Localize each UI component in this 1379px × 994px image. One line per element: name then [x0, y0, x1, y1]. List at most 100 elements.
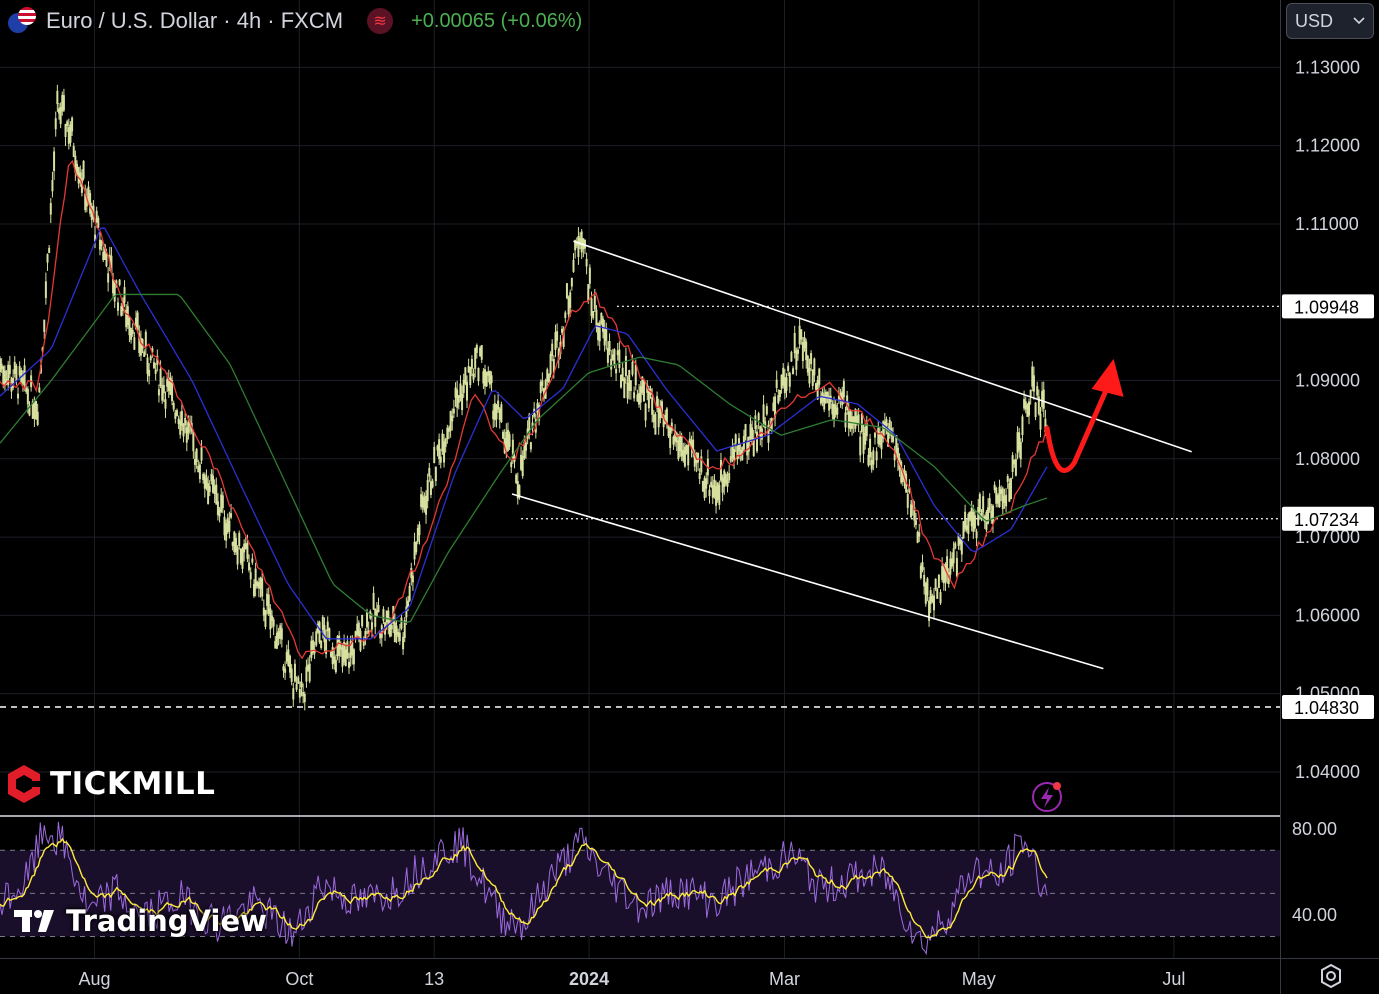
candle-body [733, 449, 736, 461]
candle-body [2, 366, 5, 384]
candle-body [484, 369, 487, 387]
candle-body [547, 373, 550, 383]
candle-body [710, 481, 713, 487]
candle-body [528, 414, 531, 436]
waves-icon[interactable]: ≋ [367, 8, 394, 34]
candle-body [84, 193, 87, 211]
candle-body [90, 206, 93, 220]
candle-body [370, 622, 373, 630]
candle-body [983, 516, 986, 522]
time-tick-label: Oct [285, 969, 313, 989]
candle-body [857, 414, 860, 424]
candle-body [344, 649, 347, 667]
candle-body [872, 450, 875, 465]
candle-body [588, 267, 591, 284]
candle-body [1039, 413, 1042, 430]
candle-body [456, 389, 459, 408]
candle-body [420, 494, 423, 507]
candle-body [765, 406, 768, 415]
tradingview-logo: TradingView [14, 904, 267, 938]
candle-body [854, 409, 857, 429]
candle-body [23, 365, 26, 386]
candle-body [62, 95, 65, 111]
candle-body [1021, 416, 1024, 436]
candle-body [398, 632, 401, 642]
channel-lower-line [511, 493, 1104, 670]
candle-body [978, 494, 981, 512]
candle-body [575, 241, 578, 246]
candle-body [870, 460, 873, 470]
candle-body [800, 329, 803, 340]
candle-body [621, 367, 624, 381]
candle-body [728, 473, 731, 481]
candle-body [443, 441, 446, 463]
candle-body [82, 160, 85, 179]
candle-body [873, 432, 876, 438]
candle-body [954, 543, 957, 549]
candle-body [31, 401, 34, 419]
candle-body [159, 368, 162, 386]
chevron-down-icon [1353, 17, 1365, 25]
candle-body [79, 172, 82, 183]
candle-body [1005, 494, 1008, 507]
eur-usd-flag-icon [8, 7, 36, 35]
candle-body [321, 616, 324, 630]
candle-body [788, 372, 791, 387]
candle-body [580, 231, 583, 253]
currency-select[interactable]: USD [1286, 3, 1374, 39]
candle-body [867, 454, 870, 466]
candle-body [910, 504, 913, 518]
candle-body [315, 631, 318, 646]
candle-body [818, 368, 821, 385]
candle-body [951, 558, 953, 567]
tradingview-icon [14, 910, 54, 932]
candle-body [164, 399, 167, 409]
candle-body [597, 323, 600, 340]
candle-body [944, 564, 947, 583]
candle-body [266, 593, 269, 606]
symbol-title[interactable]: Euro / U.S. Dollar · 4h · FXCM [46, 8, 344, 33]
candle-body [928, 600, 931, 621]
candle-body [182, 424, 185, 437]
candle-body [669, 427, 672, 448]
candle-body [674, 430, 677, 442]
candle-body [729, 456, 732, 462]
candle-body [641, 376, 644, 393]
candle-body [960, 537, 963, 555]
candle-body [421, 495, 424, 508]
candle-body [1014, 459, 1017, 476]
candle-body [878, 432, 881, 446]
candle-body [574, 240, 577, 251]
candle-body [524, 442, 527, 451]
candle-body [372, 592, 375, 610]
candle-body [171, 380, 174, 402]
candle-body [677, 440, 680, 460]
candle-body [116, 302, 119, 311]
candle-body [0, 358, 1, 372]
candle-body [777, 395, 780, 404]
candle-body [923, 574, 926, 587]
candle-body [339, 645, 342, 650]
gear-icon[interactable] [1318, 963, 1344, 989]
candle-body [56, 90, 59, 105]
price-tick-label: 1.11000 [1295, 214, 1359, 234]
candle-body [664, 414, 667, 424]
candle-body [734, 434, 737, 444]
candle-body [438, 439, 441, 459]
candle-body [113, 281, 116, 302]
candle-body [569, 292, 572, 309]
candle-body [1003, 495, 1006, 503]
alert-dot-icon [1053, 782, 1061, 790]
candle-body [888, 419, 891, 432]
candle-body [834, 404, 837, 416]
candle-body [44, 281, 47, 298]
candle-body [500, 404, 503, 423]
candle-body [882, 421, 885, 439]
candle-body [59, 107, 62, 124]
candle-body [711, 485, 714, 498]
candle-body [719, 460, 722, 481]
candle-body [179, 420, 182, 435]
candle-body [1032, 375, 1035, 392]
candle-body [472, 373, 475, 380]
